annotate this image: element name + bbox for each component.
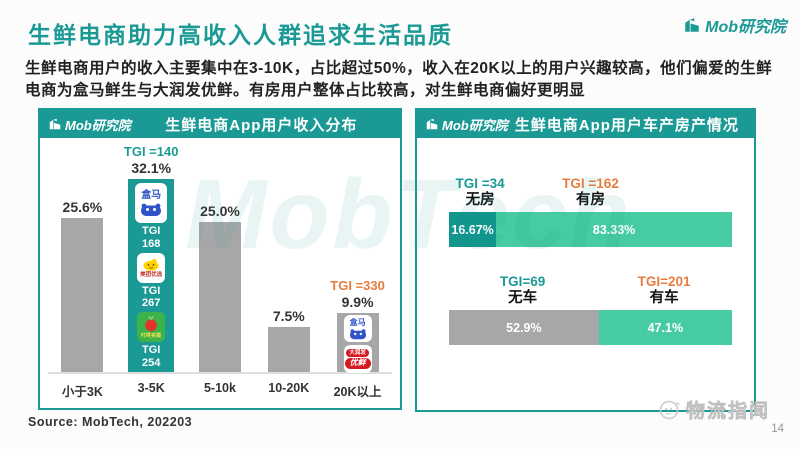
income-bar-column: TGI =140 32.1% 盒马 TGI 168 (121, 144, 181, 372)
has-house-segment: 83.33% (496, 212, 732, 247)
hema-label: 盒马 (349, 317, 366, 327)
bar-value-label: 25.0% (200, 203, 240, 219)
property-chart-panel: Mob研究院 生鲜电商App用户车产房产情况 TGI =34 无房 TGI =1… (415, 108, 756, 412)
axis-label: 10-20K (268, 381, 310, 395)
no-house-label: TGI =34 无房 (455, 176, 505, 208)
bar-3-5k: 盒马 TGI 168 (128, 179, 175, 372)
rt-mart-youxian-app-icon: 大润发 优鲜 (343, 344, 372, 373)
income-chart-panel: Mob研究院 生鲜电商App用户收入分布 25.6% TGI =140 32.1… (38, 108, 402, 410)
mob-logo-icon (685, 18, 699, 32)
footer-brand-label: 物流指闻 (685, 401, 770, 423)
mob-brand: Mob研究院 (683, 13, 786, 37)
footer-brand: 物流指闻 (657, 396, 770, 423)
axis-label: 3-5K (137, 381, 165, 395)
axis-label: 小于3K (61, 385, 103, 399)
dingdong-tgi: TGI 254 (142, 343, 161, 369)
panel-brand: Mob研究院 (425, 115, 508, 134)
mascot-face-icon (659, 400, 680, 419)
youxian-label: 优鲜 (344, 357, 371, 369)
housing-group: TGI =34 无房 TGI =162 有房 16.67% 83.33% (449, 176, 732, 247)
kangaroo-icon (143, 258, 159, 271)
bar-value-label: 25.6% (62, 199, 103, 216)
dingdong-label: 叮咚买菜 (141, 332, 162, 339)
property-panel-header: Mob研究院 生鲜电商App用户车产房产情况 (417, 110, 754, 138)
rt-mart-label: 大润发 (346, 348, 369, 357)
hema-hippo-icon (349, 328, 366, 339)
hema-label: 盒马 (141, 190, 162, 202)
page-title: 生鲜电商助力高收入人群追求生活品质 (28, 22, 453, 48)
bar-5-10k (198, 222, 241, 372)
meituan-label: 美团优选 (140, 271, 163, 278)
bar-over20k: 盒马 大润发 优鲜 (336, 312, 379, 373)
dingdong-app-icon: 叮咚买菜 (137, 311, 166, 342)
hema-tgi: TGI 168 (142, 225, 161, 251)
bar-value-label: 7.5% (272, 308, 305, 324)
no-house-segment: 16.67% (449, 212, 497, 247)
housing-stacked-bar: 16.67% 83.33% (449, 212, 732, 247)
property-chart-title: 生鲜电商App用户车产房产情况 (514, 116, 739, 134)
panel-brand-label: Mob研究院 (65, 117, 131, 133)
has-house-label: TGI =162 有房 (562, 176, 619, 208)
bar-under3k (61, 218, 104, 372)
no-car-segment: 52.9% (449, 310, 599, 345)
panel-brand: Mob研究院 (48, 115, 131, 134)
has-car-label: TGI=201 有车 (637, 274, 691, 306)
no-car-label: TGI=69 无车 (499, 274, 546, 306)
has-car-segment: 47.1% (598, 310, 732, 345)
tgi-annotation: TGI =330 (330, 277, 385, 293)
page-number: 14 (771, 423, 784, 435)
income-bar-column: 25.0% (190, 203, 250, 372)
mob-brand-label: Mob研究院 (705, 19, 786, 36)
car-labels: TGI=69 无车 TGI=201 有车 (449, 274, 732, 310)
intro-paragraph: 生鲜电商用户的收入主要集中在3-10K，占比超过50%，收入在20K以上的用户兴… (25, 60, 773, 99)
income-bar-column: 25.6% (52, 199, 112, 372)
hema-hippo-icon (141, 204, 162, 217)
meituan-youxuan-app-icon: 美团优选 (137, 252, 166, 283)
income-bars: 25.6% TGI =140 32.1% 盒马 (48, 142, 392, 374)
source-note: Source: MobTech, 202203 (28, 415, 193, 429)
mob-logo-icon (426, 118, 438, 130)
car-group: TGI=69 无车 TGI=201 有车 52.9% 47.1% (449, 274, 732, 345)
income-panel-header: Mob研究院 生鲜电商App用户收入分布 (40, 110, 400, 138)
hema-app-icon: 盒马 (343, 314, 372, 342)
income-chart-title: 生鲜电商App用户收入分布 (165, 116, 358, 134)
bar-value-label: 9.9% (341, 293, 374, 310)
car-stacked-bar: 52.9% 47.1% (449, 310, 732, 345)
income-bar-column: 7.5% (259, 308, 319, 372)
mob-logo-icon (49, 118, 61, 130)
income-axis-labels: 小于3K 3-5K 5-10k 10-20K 20K以上 (48, 381, 392, 400)
radish-icon (145, 315, 158, 332)
bar-10-20k (267, 327, 310, 372)
axis-label: 5-10k (203, 381, 236, 395)
panel-brand-label: Mob研究院 (442, 117, 508, 133)
tgi-annotation: TGI =140 (123, 144, 179, 160)
income-bar-column: TGI =330 9.9% 盒马 大润发 优鲜 (328, 277, 388, 373)
axis-label: 20K以上 (333, 385, 382, 399)
meituan-tgi: TGI 267 (142, 284, 161, 310)
hema-app-icon: 盒马 (135, 183, 168, 224)
bar-value-label: 32.1% (131, 160, 172, 177)
housing-labels: TGI =34 无房 TGI =162 有房 (449, 176, 732, 212)
